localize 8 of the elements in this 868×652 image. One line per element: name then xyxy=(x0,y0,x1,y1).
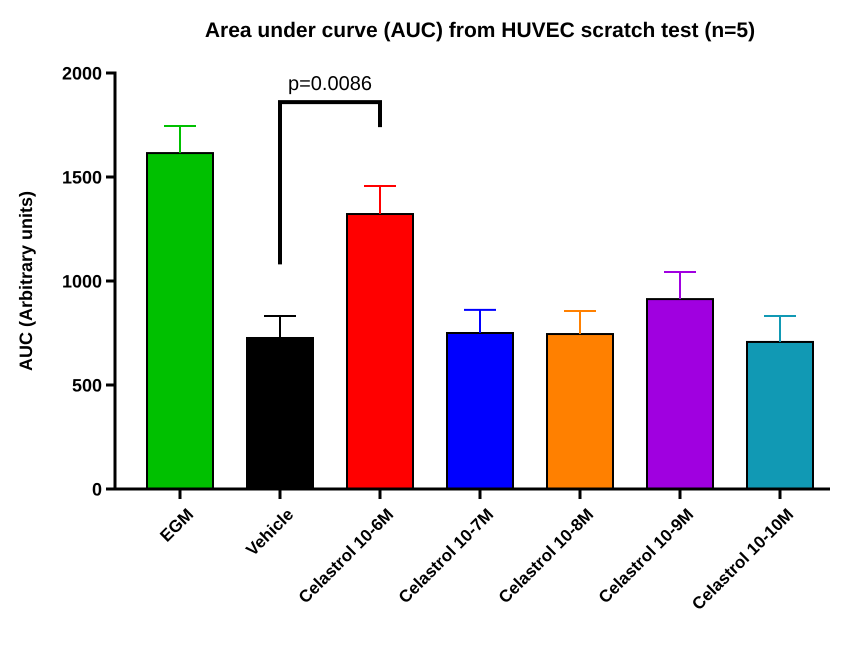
y-axis-title: AUC (Arbitrary units) xyxy=(16,190,36,372)
y-tick-label: 0 xyxy=(92,479,102,500)
chart-title: Area under curve (AUC) from HUVEC scratch test (n=5) xyxy=(204,19,756,42)
y-tick-label: 2000 xyxy=(62,63,102,84)
y-tick-label: 1000 xyxy=(62,271,102,292)
y-tick-label: 500 xyxy=(72,375,102,396)
annotation: p=0.0086 xyxy=(288,72,372,95)
y-tick-label: 1500 xyxy=(62,167,102,188)
